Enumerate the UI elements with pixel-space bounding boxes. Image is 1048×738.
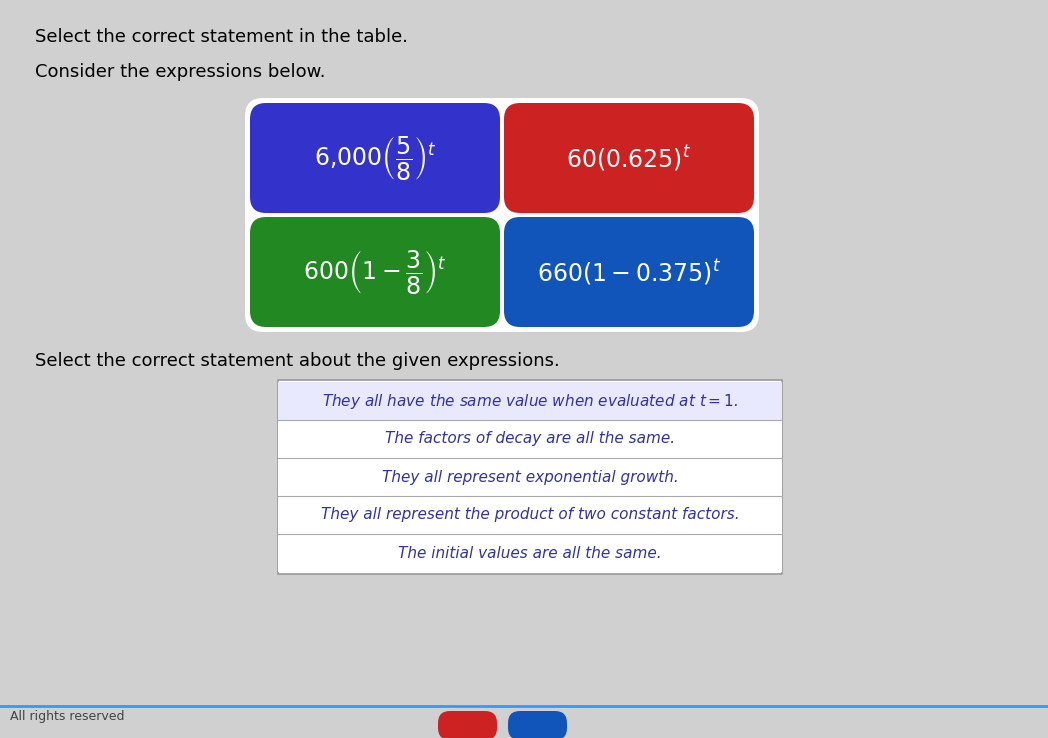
Bar xyxy=(278,534,782,572)
Bar xyxy=(278,420,782,458)
Bar xyxy=(278,496,782,534)
FancyBboxPatch shape xyxy=(504,103,754,213)
FancyBboxPatch shape xyxy=(438,711,497,738)
Text: Consider the expressions below.: Consider the expressions below. xyxy=(35,63,326,81)
Text: The factors of decay are all the same.: The factors of decay are all the same. xyxy=(385,432,675,446)
Text: All rights reserved: All rights reserved xyxy=(10,710,125,723)
Text: $60(0.625)^{t}$: $60(0.625)^{t}$ xyxy=(566,143,692,173)
Bar xyxy=(278,382,782,420)
Text: $660(1-0.375)^{t}$: $660(1-0.375)^{t}$ xyxy=(537,258,721,286)
FancyBboxPatch shape xyxy=(250,103,500,213)
Text: They all represent exponential growth.: They all represent exponential growth. xyxy=(381,469,678,485)
FancyBboxPatch shape xyxy=(508,711,567,738)
Bar xyxy=(278,458,782,496)
Text: Select the correct statement about the given expressions.: Select the correct statement about the g… xyxy=(35,352,560,370)
Text: They all represent the product of two constant factors.: They all represent the product of two co… xyxy=(321,508,739,523)
Text: They all have the same value when evaluated at $t=1$.: They all have the same value when evalua… xyxy=(322,391,738,410)
FancyBboxPatch shape xyxy=(278,380,782,574)
Text: Select the correct statement in the table.: Select the correct statement in the tabl… xyxy=(35,28,408,46)
Text: $6{,}000\left(\dfrac{5}{8}\right)^{t}$: $6{,}000\left(\dfrac{5}{8}\right)^{t}$ xyxy=(314,134,436,182)
FancyBboxPatch shape xyxy=(245,98,759,332)
Text: $600\left(1-\dfrac{3}{8}\right)^{t}$: $600\left(1-\dfrac{3}{8}\right)^{t}$ xyxy=(303,248,446,296)
Text: The initial values are all the same.: The initial values are all the same. xyxy=(398,545,662,560)
FancyBboxPatch shape xyxy=(504,217,754,327)
FancyBboxPatch shape xyxy=(250,217,500,327)
